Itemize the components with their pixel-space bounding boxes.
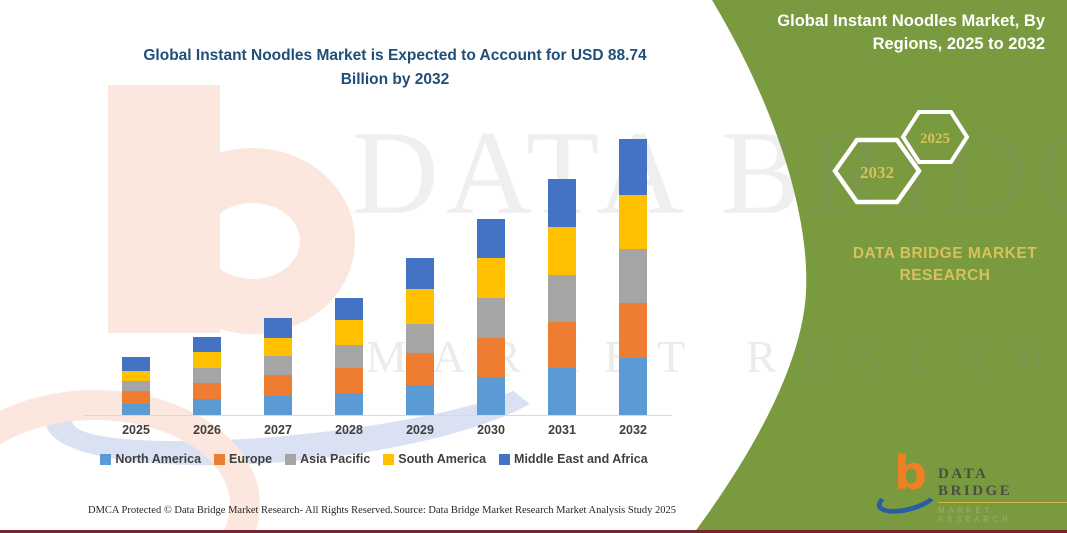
bar-segment-europe-2030 bbox=[477, 338, 505, 377]
legend-swatch-south-america bbox=[383, 453, 395, 465]
bar-segment-north-america-2029 bbox=[406, 385, 434, 415]
legend-swatch-asia-pacific bbox=[285, 453, 297, 465]
bar-segment-south-america-2031 bbox=[548, 227, 576, 275]
stacked-bar-2026 bbox=[193, 337, 221, 415]
x-axis-label-2030: 2030 bbox=[477, 423, 505, 437]
footer-source-text: Source: Data Bridge Market Research Mark… bbox=[393, 505, 676, 516]
bar-segment-south-america-2028 bbox=[335, 320, 363, 345]
bar-segment-asia-pacific-2028 bbox=[335, 345, 363, 368]
bar-segment-asia-pacific-2027 bbox=[264, 356, 292, 375]
stacked-bar-2031 bbox=[548, 179, 576, 415]
bar-segment-middle-east-and-africa-2026 bbox=[193, 337, 221, 352]
bar-segment-europe-2026 bbox=[193, 383, 221, 399]
bar-segment-middle-east-and-africa-2027 bbox=[264, 318, 292, 338]
bar-segment-north-america-2028 bbox=[335, 393, 363, 415]
logo-brand-text: DATA BRIDGE bbox=[938, 466, 1067, 503]
bar-segment-asia-pacific-2026 bbox=[193, 368, 221, 383]
bar-segment-south-america-2030 bbox=[477, 258, 505, 298]
hexagon-2032-label: 2032 bbox=[860, 163, 894, 182]
bar-segment-middle-east-and-africa-2028 bbox=[335, 298, 363, 320]
logo-text-block: DATA BRIDGE MARKET RESEARCH bbox=[938, 466, 1067, 524]
logo-swoosh-icon bbox=[873, 478, 941, 520]
footer: DMCA Protected © Data Bridge Market Rese… bbox=[88, 505, 676, 516]
side-panel-brand-name: DATA BRIDGE MARKET RESEARCH bbox=[852, 245, 1038, 285]
bar-segment-asia-pacific-2031 bbox=[548, 275, 576, 322]
stacked-bar-2027 bbox=[264, 318, 292, 415]
legend-swatch-north-america bbox=[100, 453, 112, 465]
bar-segment-europe-2031 bbox=[548, 322, 576, 368]
x-axis-label-2026: 2026 bbox=[193, 423, 221, 437]
bar-segment-asia-pacific-2030 bbox=[477, 298, 505, 338]
hexagon-2025-label: 2025 bbox=[920, 131, 950, 147]
legend-item-europe: Europe bbox=[214, 452, 272, 466]
chart-title: Global Instant Noodles Market is Expecte… bbox=[143, 47, 647, 89]
bar-segment-middle-east-and-africa-2029 bbox=[406, 258, 434, 289]
bar-segment-north-america-2025 bbox=[122, 404, 150, 415]
side-panel-title: Global Instant Noodles Market, By Region… bbox=[777, 12, 1045, 54]
bar-segment-south-america-2026 bbox=[193, 352, 221, 368]
bar-segment-south-america-2025 bbox=[122, 371, 150, 381]
stacked-bar-2032 bbox=[619, 139, 647, 415]
x-axis-label-2027: 2027 bbox=[264, 423, 292, 437]
bar-segment-europe-2032 bbox=[619, 303, 647, 358]
x-axis-label-2028: 2028 bbox=[335, 423, 363, 437]
bar-segment-asia-pacific-2032 bbox=[619, 249, 647, 303]
bar-segment-middle-east-and-africa-2031 bbox=[548, 179, 576, 227]
plot-area bbox=[88, 119, 668, 415]
bar-segment-europe-2025 bbox=[122, 391, 150, 404]
bar-segment-europe-2029 bbox=[406, 353, 434, 385]
legend-swatch-middle-east-and-africa bbox=[499, 453, 511, 465]
bar-segment-south-america-2032 bbox=[619, 195, 647, 249]
bar-segment-middle-east-and-africa-2025 bbox=[122, 357, 150, 371]
bar-segment-south-america-2029 bbox=[406, 289, 434, 324]
hexagon-2025 bbox=[900, 110, 970, 164]
bar-segment-europe-2028 bbox=[335, 368, 363, 393]
x-axis-label-2029: 2029 bbox=[406, 423, 434, 437]
legend-item-north-america: North America bbox=[100, 452, 201, 466]
x-axis-label-2032: 2032 bbox=[619, 423, 647, 437]
legend-item-south-america: South America bbox=[383, 452, 486, 466]
stacked-bar-2029 bbox=[406, 258, 434, 415]
legend-item-asia-pacific: Asia Pacific bbox=[285, 452, 370, 466]
logo-sub-text: MARKET RESEARCH bbox=[938, 506, 1012, 524]
bar-segment-middle-east-and-africa-2030 bbox=[477, 219, 505, 258]
databridge-logo: b DATA BRIDGE MARKET RESEARCH bbox=[873, 446, 1067, 524]
legend-label-north-america: North America bbox=[115, 452, 202, 466]
legend-item-middle-east-and-africa: Middle East and Africa bbox=[499, 452, 648, 466]
bar-segment-middle-east-and-africa-2032 bbox=[619, 139, 647, 195]
chart-legend: North America Europe Asia Pacific South Ame… bbox=[78, 452, 670, 466]
legend-label-middle-east-and-africa: Middle East and Africa bbox=[514, 452, 648, 466]
footer-dmca-text: DMCA Protected © Data Bridge Market Rese… bbox=[88, 505, 393, 516]
x-axis-label-2025: 2025 bbox=[122, 423, 150, 437]
legend-label-south-america: South America bbox=[398, 452, 487, 466]
x-axis-labels: 2025 2026 2027 2028 2029 2030 2031 2032 bbox=[88, 423, 668, 441]
x-axis-line bbox=[84, 415, 672, 416]
hexagon-2032 bbox=[832, 137, 922, 205]
bar-segment-north-america-2031 bbox=[548, 368, 576, 415]
bar-segment-north-america-2026 bbox=[193, 399, 221, 415]
bar-segment-north-america-2027 bbox=[264, 396, 292, 415]
bar-segment-asia-pacific-2025 bbox=[122, 381, 150, 391]
stacked-bar-2030 bbox=[477, 219, 505, 415]
year-hexagons: 2032 2025 bbox=[832, 110, 970, 205]
bottom-divider-line bbox=[0, 530, 1067, 533]
x-axis-label-2031: 2031 bbox=[548, 423, 576, 437]
bar-segment-south-america-2027 bbox=[264, 338, 292, 356]
bar-segment-europe-2027 bbox=[264, 375, 292, 396]
legend-swatch-europe bbox=[214, 453, 226, 465]
legend-label-europe: Europe bbox=[229, 452, 273, 466]
bar-segment-north-america-2030 bbox=[477, 377, 505, 415]
stacked-bar-2025 bbox=[122, 357, 150, 415]
stacked-bar-2028 bbox=[335, 298, 363, 415]
logo-b-icon: b bbox=[873, 446, 941, 520]
bar-segment-asia-pacific-2029 bbox=[406, 324, 434, 353]
legend-label-asia-pacific: Asia Pacific bbox=[300, 452, 371, 466]
bar-segment-north-america-2032 bbox=[619, 358, 647, 415]
logo-b-monogram: b bbox=[894, 446, 927, 500]
